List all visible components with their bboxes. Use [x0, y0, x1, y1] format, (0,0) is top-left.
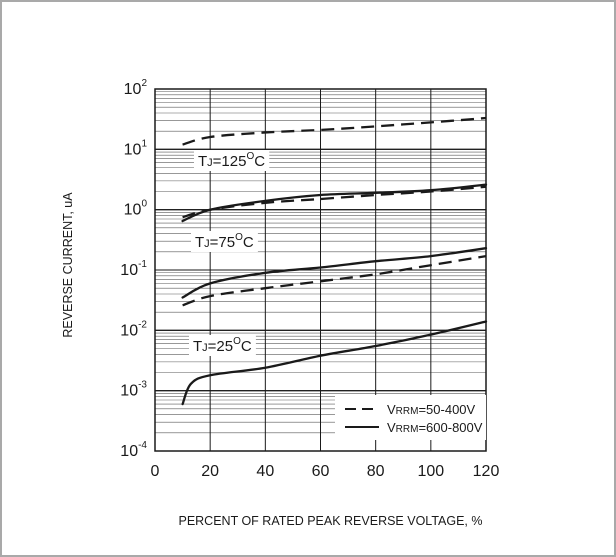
- x-tick-label: 0: [151, 463, 160, 480]
- curve-labels: TJ=125OC TJ=75OC TJ=25OC: [189, 150, 270, 356]
- x-tick-label: 60: [312, 463, 330, 480]
- curve-label-text: TJ=25OC: [193, 336, 252, 355]
- x-axis-title: PERCENT OF RATED PEAK REVERSE VOLTAGE, %: [178, 514, 482, 528]
- series-layer: [181, 116, 488, 406]
- legend-entry-label: VRRM=600-800V: [387, 420, 483, 435]
- curve-label-tj25: TJ=25OC: [189, 335, 256, 356]
- series-line-solid-tj75: [181, 183, 488, 223]
- y-tick-label: 10-2: [120, 319, 147, 339]
- y-tick-label: 10-1: [120, 259, 147, 279]
- x-tick-label: 40: [256, 463, 274, 480]
- x-tick-label: 100: [417, 463, 444, 480]
- legend-entry-label: VRRM=50-400V: [387, 402, 476, 417]
- y-tick-label: 10-4: [120, 440, 147, 460]
- curve-label-text: TJ=75OC: [195, 232, 254, 251]
- curve-label-tj75: TJ=75OC: [191, 231, 258, 252]
- curve-label-text: TJ=125OC: [198, 151, 265, 170]
- y-tick-label: 102: [124, 78, 148, 98]
- curve-label-box: [189, 335, 256, 356]
- series-line-solid-tj25: [181, 247, 488, 299]
- y-tick-label: 10-3: [120, 380, 147, 400]
- axis-ticks: 0 20 40 60 80 100 120 102 101 100 10-1 10-2 10-3 10-4: [120, 78, 499, 480]
- series-line-dashed-tj125: [182, 116, 487, 146]
- x-tick-label: 20: [201, 463, 219, 480]
- curve-label-box: [194, 150, 270, 171]
- legend-box: [335, 395, 486, 440]
- y-tick-label: 100: [124, 199, 148, 219]
- x-tick-label: 80: [367, 463, 385, 480]
- y-tick-label: 101: [124, 138, 148, 158]
- series-line-solid-tj25: [181, 320, 488, 406]
- curve-label-box: [191, 231, 258, 252]
- y-axis-title: REVERSE CURRENT, uA: [61, 192, 75, 338]
- plot-border: [154, 88, 487, 452]
- curve-label-tj125: TJ=125OC: [194, 150, 270, 171]
- legend: VRRM=50-400V VRRM=600-800V: [335, 395, 486, 440]
- series-line-dashed-tj25: [182, 254, 487, 307]
- x-tick-label: 120: [473, 463, 500, 480]
